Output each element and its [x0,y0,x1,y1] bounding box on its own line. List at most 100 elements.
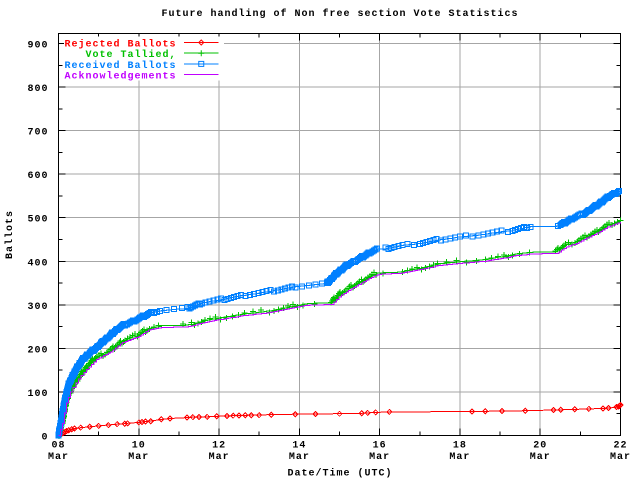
series-marker [224,295,231,302]
y-tick-label: 800 [27,84,48,95]
series-marker [203,413,211,420]
series-marker [285,284,292,291]
series-marker [121,420,128,427]
series-marker [585,405,592,413]
series-marker [71,425,78,432]
x-tick-label-day: 20 [533,441,547,452]
series-marker [234,292,241,299]
x-tick-label-month: Mar [128,452,149,463]
series-marker [263,288,270,295]
series-marker [416,241,423,248]
series-marker [171,306,178,313]
series-received-ballots [55,188,623,439]
series-marker [311,300,318,307]
series-marker [399,268,406,275]
series-marker [550,406,557,414]
y-axis-title: Ballots [4,210,16,259]
series-marker [482,408,489,415]
series-acknowledgements [58,222,621,436]
series-marker [210,297,217,304]
x-tick-label-day: 18 [453,441,467,452]
series-marker [213,413,220,420]
series-marker [616,188,623,195]
chart-title: Future handling of Non free section Vote… [161,8,518,20]
series-marker [166,415,174,422]
legend-label: Acknowledgements [64,71,176,83]
series-marker [142,418,149,425]
series-marker [124,420,131,427]
series-marker [178,305,185,312]
series-marker [501,251,508,258]
series-marker [227,294,234,301]
series-marker [95,422,102,430]
series-marker [374,245,381,252]
series-marker [516,251,523,258]
series-marker [289,301,296,308]
grid-lines [58,33,621,436]
axes-and-ticks: 010020030040050060070080090008Mar10Mar12… [27,33,630,463]
series-marker [146,309,153,316]
legend-entry-acknowledgements: Acknowledgements [64,71,219,83]
series-marker [288,283,295,290]
series-marker [292,410,299,418]
series-marker [468,408,476,415]
y-tick-label: 300 [27,302,48,313]
series-marker [358,410,365,417]
series-marker [231,293,238,300]
series-marker [65,427,73,434]
series-marker [617,401,624,409]
series-marker [163,307,170,314]
series-marker [473,258,480,265]
series-marker [520,223,527,230]
series-marker [493,228,500,235]
legend-label: Rejected Ballots [64,39,176,51]
series-marker [480,231,487,238]
y-tick-label: 500 [27,215,48,226]
series-line [58,222,621,436]
series-marker [485,230,492,237]
series-marker [189,413,197,421]
series-marker [218,295,225,302]
series-marker [527,224,534,231]
x-tick-label-month: Mar [449,452,470,463]
x-tick-label-month: Mar [209,452,230,463]
series-marker [229,313,236,320]
series-marker [255,290,262,297]
series-marker [268,411,275,418]
x-axis-title: Date/Time (UTC) [287,468,392,480]
series-marker [195,413,203,421]
series-marker [565,239,572,246]
x-tick-label-day: 12 [212,441,226,452]
y-tick-label: 0 [41,433,48,444]
series-marker [229,412,237,419]
series-marker [113,420,121,428]
series-marker [372,246,379,253]
series-marker [241,412,249,419]
series-marker [278,286,285,293]
series-marker [157,308,164,315]
series-marker [188,319,195,326]
series-marker [312,281,319,288]
series-rejected-ballots [55,401,624,439]
legend-entry-rejected-ballots: Rejected Ballots [64,39,219,51]
series-marker [509,252,516,259]
series-marker [221,296,228,303]
legend-entry-received-ballots: Received Ballots [64,60,219,72]
series-marker [77,424,84,431]
series-marker [158,416,165,423]
series-marker [498,227,505,234]
series-marker [146,325,153,332]
x-tick-label-month: Mar [289,452,310,463]
x-tick-label-day: 22 [613,441,627,452]
series-marker [154,309,161,316]
series-marker [242,293,249,300]
series-marker [238,291,245,298]
legend-background [64,36,224,81]
series-marker [420,240,427,247]
series-marker [246,292,253,299]
series-marker [183,414,191,421]
x-tick-label-day: 08 [51,441,65,452]
series-marker [414,264,421,271]
y-tick-label: 700 [27,128,48,139]
